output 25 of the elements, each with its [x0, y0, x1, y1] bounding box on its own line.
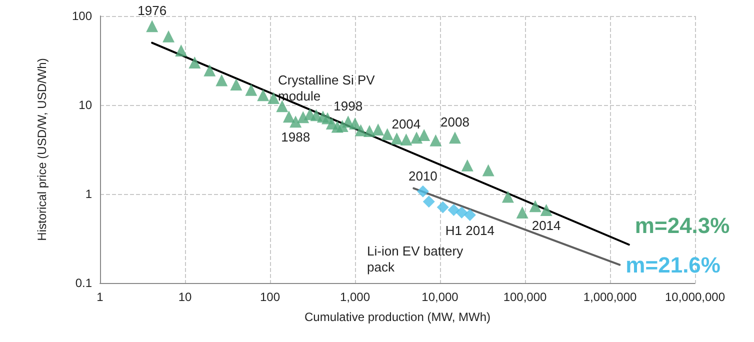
- x-tick-label: 10: [178, 290, 192, 304]
- y-tick-label: 0.1: [75, 276, 92, 290]
- x-tick-label: 100,000: [503, 290, 548, 304]
- x-tick-label: 10,000,000: [664, 290, 726, 304]
- y-tick-label: 10: [78, 98, 92, 112]
- x-tick-label: 1,000,000: [583, 290, 638, 304]
- x-tick-label: 100: [260, 290, 280, 304]
- x-tick-label: 10,000: [422, 290, 459, 304]
- text: m=24.3%: [634, 213, 730, 238]
- x-tick-label: 1,000: [340, 290, 370, 304]
- y-tick-label: 100: [72, 9, 92, 23]
- x-tick-label: 1: [96, 290, 104, 304]
- annotation: H1 2014: [445, 223, 495, 238]
- annotation: 2014: [532, 218, 561, 234]
- annotation: Li-ion EV battery pack: [367, 244, 467, 274]
- annotation: 2010: [408, 168, 438, 184]
- annotation: 1976: [138, 3, 167, 18]
- annotation: 1988: [281, 130, 310, 145]
- x-axis-title: Cumulative production (MW, MWh): [304, 310, 491, 324]
- annotation: 1998: [334, 98, 363, 114]
- y-tick-label: 1: [85, 187, 92, 201]
- annotation: 2008: [440, 114, 470, 130]
- y-axis-title: Historical price (USD/W, USD/Wh): [35, 58, 49, 241]
- annotation: 2004: [392, 116, 421, 132]
- text: m=21.6%: [626, 252, 720, 278]
